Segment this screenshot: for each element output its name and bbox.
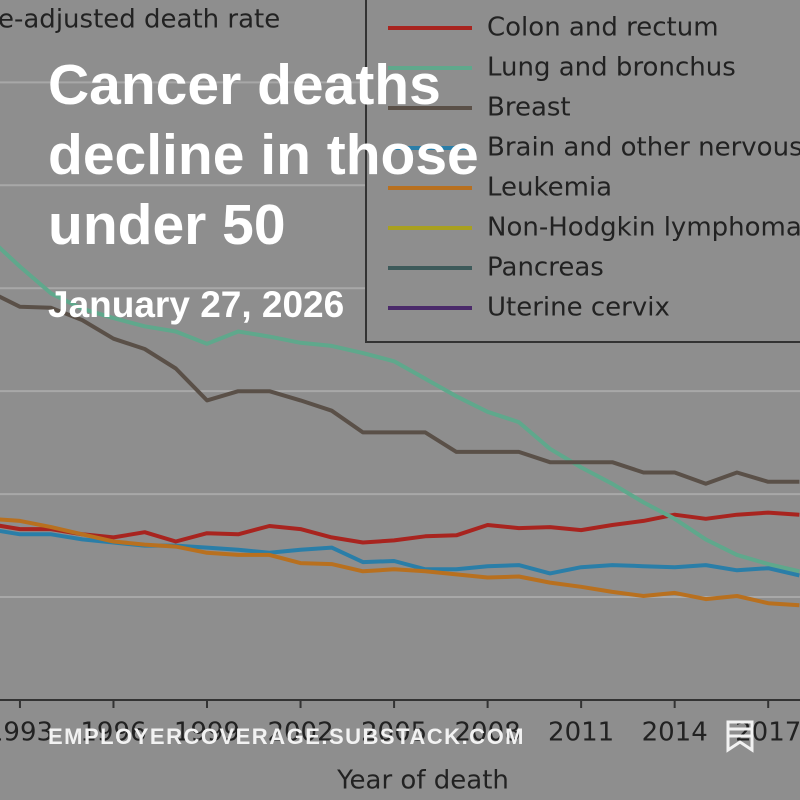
x-tick-label: 2014 <box>642 718 708 748</box>
legend-label: Colon and rectum <box>487 13 719 43</box>
series-line <box>0 517 800 608</box>
x-tick-label: 2017 <box>735 718 800 748</box>
legend-box <box>365 0 800 343</box>
legend-label: Non-Hodgkin lymphoma <box>487 213 800 243</box>
x-tick-label: 1999 <box>174 718 240 748</box>
legend-label: Lung and bronchus <box>487 53 736 83</box>
legend-label: Pancreas <box>487 253 604 283</box>
series-line <box>0 245 800 574</box>
x-tick-label: 2008 <box>455 718 521 748</box>
x-axis-label: Year of death <box>336 766 509 796</box>
x-tick-label: 2005 <box>361 718 427 748</box>
legend-label: Uterine cervix <box>487 293 670 323</box>
title: Cancer deaths decline in those under 50 <box>48 53 479 257</box>
x-tick-label: 1993 <box>0 718 53 748</box>
legend-label: Leukemia <box>487 173 612 203</box>
x-tick-label: 1996 <box>80 718 146 748</box>
series-line <box>0 510 800 545</box>
footer-url: EMPLOYERCOVERAGE.SUBSTACK.COM <box>48 724 526 749</box>
legend-label: Breast <box>487 93 571 123</box>
y-axis-label: e-adjusted death rate <box>0 5 280 35</box>
date: January 27, 2026 <box>48 284 345 325</box>
legend-label: Brain and other nervous sy <box>487 133 800 163</box>
x-tick-label: 2002 <box>267 718 333 748</box>
x-tick-label: 2011 <box>548 718 614 748</box>
series-line <box>0 294 800 486</box>
